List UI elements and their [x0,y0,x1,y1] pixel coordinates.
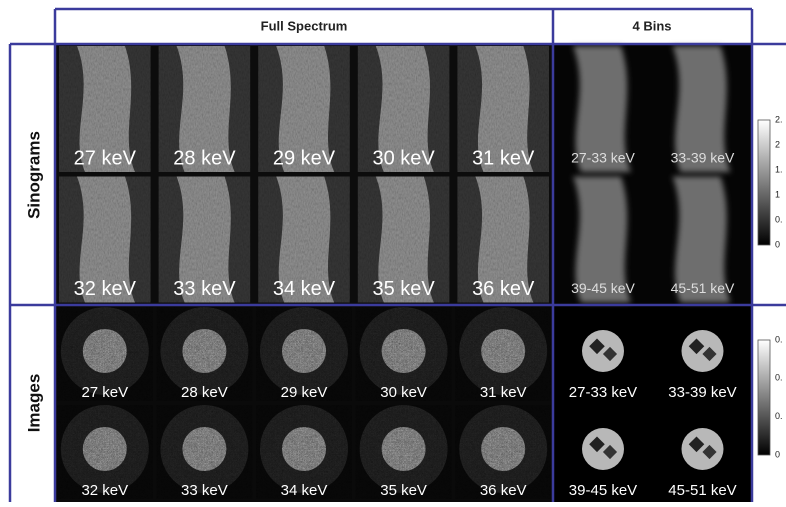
panel-label: 29 keV [273,147,336,169]
panel-label: 27-33 keV [571,150,635,166]
colorbar-label: 0. [775,411,783,421]
colorbar-label: 1 [775,189,780,199]
image-disc [582,330,624,372]
panel-label: 33 keV [181,482,228,499]
panel-label: 36 keV [480,482,527,499]
panel-label: 31 keV [480,384,527,401]
colorbar [758,340,770,455]
panel-label: 45-51 keV [668,482,736,499]
panel-label: 32 keV [74,278,137,300]
panel-label: 45-51 keV [671,280,735,296]
column-header: 4 Bins [632,18,671,33]
panel-label: 28 keV [173,147,236,169]
panel-label: 32 keV [81,482,128,499]
panel-label: 33-39 keV [668,384,736,401]
colorbar [758,120,770,245]
column-header: Full Spectrum [261,18,348,33]
panel-label: 34 keV [281,482,328,499]
row-label: Images [24,374,43,433]
panel-label: 30 keV [380,384,427,401]
figure: 27 keV 28 keV 29 keV 30 keV 31 keV 32 keV 33 k… [0,0,786,502]
colorbar-label: 2. [775,114,783,124]
panel-label: 35 keV [372,278,435,300]
page: {"header": {"columns": ["Full Spectrum",… [0,0,786,502]
panel-label: 31 keV [472,147,535,169]
panel-label: 34 keV [273,278,336,300]
panel-label: 27 keV [74,147,137,169]
image-disc [682,428,724,470]
colorbar-label: 2 [775,139,780,149]
panel-label: 39-45 keV [569,482,637,499]
image-disc [682,330,724,372]
panel-label: 28 keV [181,384,228,401]
panel-label: 27 keV [81,384,128,401]
image-disc [582,428,624,470]
colorbar-label: 0. [775,214,783,224]
colorbar-label: 0. [775,373,783,383]
panel-label: 39-45 keV [571,280,635,296]
panel-label: 27-33 keV [569,384,637,401]
panel-bg [553,305,752,502]
panel-label: 33 keV [173,278,236,300]
colorbar-label: 0 [775,449,780,459]
colorbar-label: 0. [775,334,783,344]
panel-label: 30 keV [372,147,435,169]
panel-label: 33-39 keV [671,150,735,166]
panel-label: 35 keV [380,482,427,499]
panels: 27 keV 28 keV 29 keV 30 keV 31 keV 32 keV 33 k… [55,44,783,502]
panel-label: 36 keV [472,278,535,300]
colorbar-label: 0 [775,239,780,249]
colorbar-label: 1. [775,164,783,174]
panel-label: 29 keV [281,384,328,401]
row-label: Sinograms [24,131,43,219]
